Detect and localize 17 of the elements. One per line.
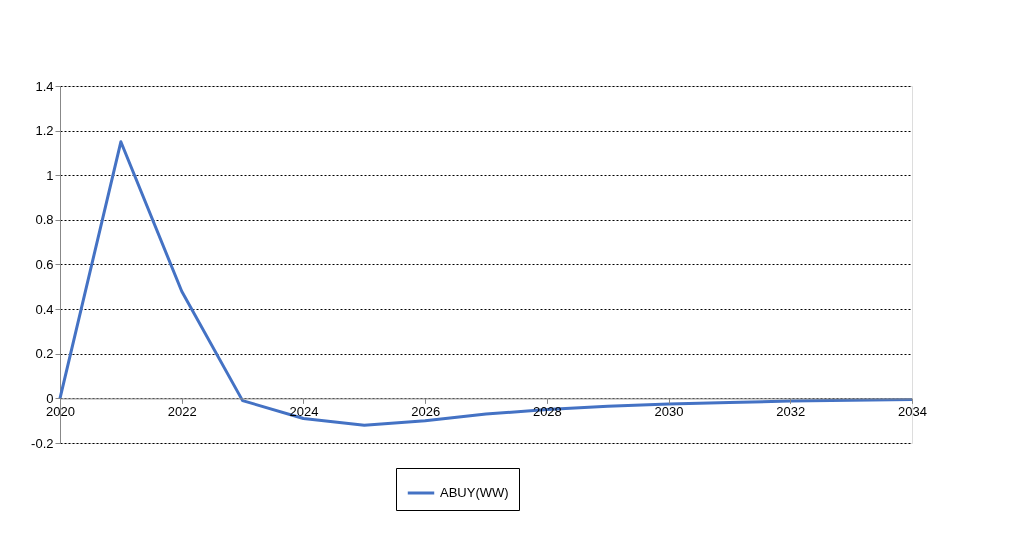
y-tick-label: 0 [46,390,54,406]
x-tick-label: 2032 [776,403,806,419]
x-tick-label: 2024 [289,403,319,419]
y-tick-label: 0.6 [35,257,54,272]
legend-label: ABUY(WW) [440,485,509,500]
y-tick-label: 1 [46,167,54,183]
y-tick-label: 0.4 [35,301,54,317]
y-tick-label: 0.8 [35,212,54,228]
x-tick-label: 2034 [898,403,927,419]
x-tick-label: 2030 [654,403,684,419]
x-tick-label: 2020 [46,403,75,419]
y-tick-label: 0.2 [35,346,54,362]
y-tick-label: 1.4 [35,78,54,94]
y-tick-label: 1.2 [35,123,54,139]
x-tick-label: 2026 [411,403,441,419]
y-tick-label: -0.2 [31,435,54,451]
x-tick-label: 2022 [167,403,197,419]
